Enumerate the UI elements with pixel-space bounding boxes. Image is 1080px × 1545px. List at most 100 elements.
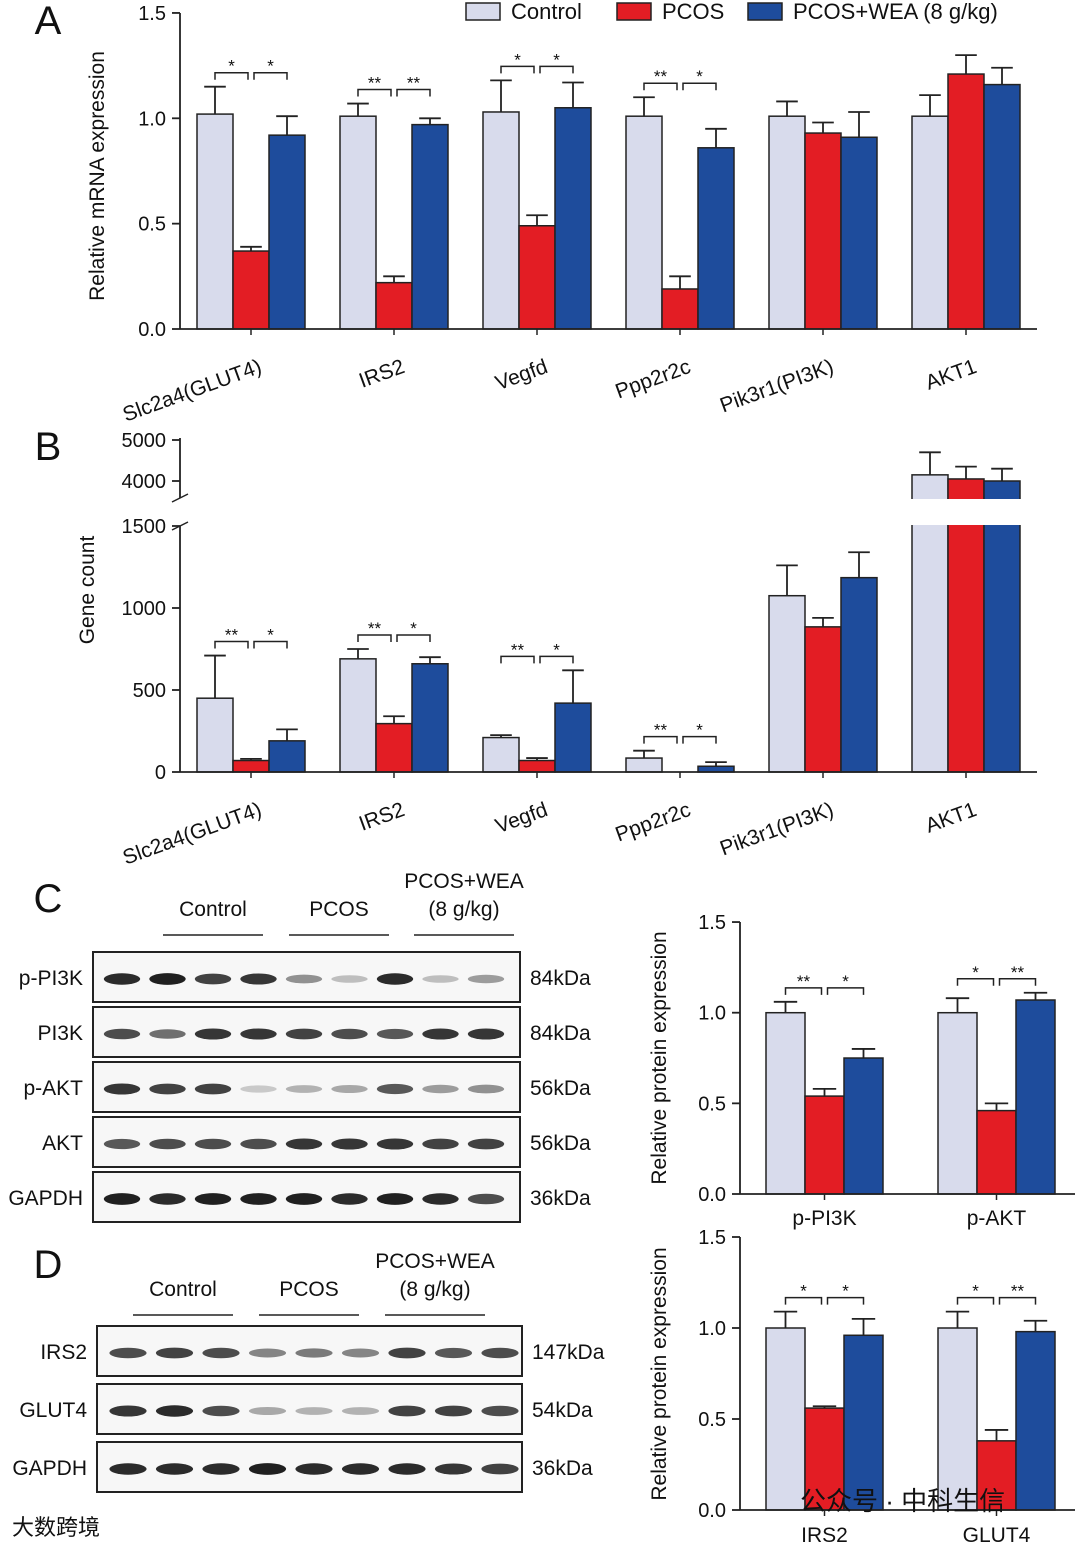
blot-band: [467, 974, 505, 984]
y-tick-label: 500: [133, 680, 166, 702]
bar: [232, 250, 270, 330]
bar: [1015, 999, 1056, 1195]
y-axis-label: Relative protein expression: [648, 1247, 671, 1500]
group-label-pcos: PCOS: [279, 1278, 339, 1301]
significance-bracket: [784, 987, 823, 995]
blot-band: [467, 1084, 505, 1094]
significance-label: *: [696, 721, 703, 740]
blot-band: [240, 1028, 277, 1040]
significance-bracket: [253, 71, 288, 80]
bar: [375, 281, 413, 330]
bar: [765, 1011, 806, 1195]
legend-label: PCOS: [662, 0, 724, 24]
significance-label: *: [696, 67, 703, 86]
significance-label: **: [654, 721, 668, 740]
blot-band: [295, 1348, 333, 1358]
significance-label: **: [654, 67, 668, 86]
bar: [1015, 1330, 1056, 1511]
blot-band: [481, 1405, 519, 1417]
watermark-left: 大数跨境: [12, 1515, 100, 1540]
bar: [482, 111, 520, 330]
y-tick-label: 1500: [122, 516, 167, 538]
bar: [625, 115, 663, 330]
bar: [937, 1011, 978, 1195]
bar: [625, 757, 663, 773]
blot-band: [149, 1138, 186, 1150]
bar: [804, 626, 842, 773]
blot-band: [194, 973, 232, 985]
bar: [768, 594, 806, 773]
bar: [911, 115, 949, 330]
legend-swatch: [465, 2, 501, 21]
bar: [804, 132, 842, 330]
blot-band: [331, 1138, 368, 1150]
category-label: Pik3r1(PI3K): [717, 355, 837, 417]
blot-band: [376, 973, 414, 985]
blot-band: [194, 1138, 232, 1150]
bar: [268, 134, 306, 330]
blot-band: [285, 1028, 323, 1040]
blot-band: [422, 1193, 459, 1205]
bar: [843, 1334, 884, 1511]
blot-band: [103, 973, 141, 985]
category-label: Pik3r1(PI3K): [717, 798, 837, 860]
blot-band: [202, 1463, 240, 1475]
blot-row-pi3k: [92, 1006, 521, 1058]
blot-band: [109, 1463, 147, 1475]
significance-bracket: [214, 640, 249, 649]
blot-band: [341, 1348, 380, 1358]
category-label: Vegfd: [492, 355, 550, 395]
blot-band: [481, 1463, 519, 1475]
blot-band: [388, 1463, 426, 1475]
significance-label: **: [368, 74, 382, 93]
significance-label: *: [267, 57, 274, 76]
y-tick-label: 0: [155, 762, 166, 784]
category-label: Ppp2r2c: [612, 355, 693, 403]
blot-band: [202, 1347, 240, 1359]
blot-row-gapdh: [92, 1171, 521, 1223]
bar: [840, 576, 878, 773]
significance-bracket: [500, 655, 535, 664]
blot-row-irs2: [96, 1325, 523, 1377]
chart-A: [172, 12, 1037, 335]
bar: [375, 722, 413, 773]
bar: [768, 115, 806, 330]
significance-bracket: [643, 735, 678, 744]
blot-band: [295, 1407, 333, 1415]
chart-D: [732, 1236, 1075, 1516]
significance-label: *: [267, 626, 274, 645]
group-label-pcos: PCOS: [309, 898, 369, 921]
blot-band: [331, 1028, 368, 1040]
category-label: IRS2: [356, 798, 408, 836]
blot-band: [248, 1406, 287, 1416]
blot-band: [434, 1463, 473, 1475]
bar: [937, 1327, 978, 1511]
significance-bracket: [956, 978, 995, 986]
y-tick-label: 1.5: [698, 1227, 726, 1249]
blot-band: [155, 1463, 194, 1475]
blot-band: [285, 1193, 323, 1205]
blot-band: [376, 1028, 414, 1040]
significance-bracket: [826, 987, 865, 995]
bar: [697, 147, 735, 330]
blot-protein-label: AKT: [42, 1132, 83, 1155]
group-label-control: Control: [149, 1278, 217, 1301]
chart-C: [732, 921, 1075, 1200]
y-tick-label: 0.0: [698, 1184, 726, 1206]
blot-kda-label: 36kDa: [532, 1457, 593, 1480]
blot-band: [422, 1028, 459, 1040]
significance-bracket: [214, 71, 249, 80]
significance-label: *: [228, 57, 235, 76]
blot-band: [149, 1083, 186, 1095]
significance-bracket: [998, 978, 1037, 986]
blot-band: [434, 1347, 473, 1359]
y-tick-label: 4000: [122, 471, 167, 493]
blot-band: [376, 1083, 414, 1095]
significance-label: *: [842, 1282, 849, 1301]
y-tick-label: 0.5: [698, 1409, 726, 1431]
blot-protein-label: p-PI3K: [19, 967, 83, 990]
significance-bracket: [396, 634, 431, 642]
blot-band: [202, 1405, 240, 1417]
significance-label: *: [410, 619, 417, 638]
significance-label: *: [553, 640, 560, 659]
